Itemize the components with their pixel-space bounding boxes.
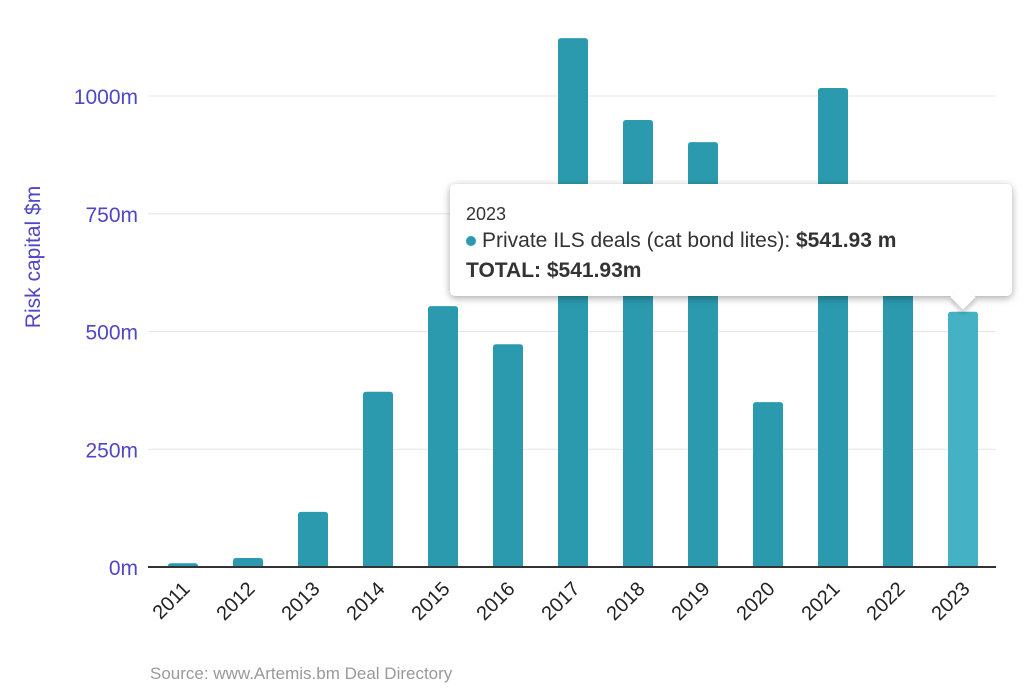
x-tick-label: 2014 [343, 578, 390, 625]
tooltip: 2023 Private ILS deals (cat bond lites):… [450, 184, 1012, 310]
x-tick-label: 2020 [733, 578, 780, 625]
x-tick-label: 2016 [473, 578, 520, 625]
bar-2014[interactable] [363, 391, 393, 567]
x-tick-label: 2017 [538, 578, 585, 625]
series-dot-icon [466, 236, 476, 247]
x-axis-ticks: 2011 2012 2013 2014 2015 2016 2017 2018 2019 2020… [149, 578, 975, 625]
x-tick-label: 2018 [603, 578, 650, 625]
x-tick-label: 2015 [408, 578, 455, 625]
bar-2012[interactable] [233, 558, 263, 567]
chart-credit[interactable]: Source: www.Artemis.bm Deal Directory [150, 664, 453, 683]
bar-2015[interactable] [428, 306, 458, 567]
y-tick-label: 0m [109, 557, 138, 580]
x-tick-label: 2021 [798, 578, 845, 625]
tooltip-series-row: Private ILS deals (cat bond lites): $541… [466, 226, 996, 256]
tooltip-series-value: $541.93 m [796, 229, 897, 252]
y-tick-label: 1000m [74, 86, 138, 109]
tooltip-header: 2023 [466, 204, 507, 224]
x-tick-label: 2023 [928, 578, 975, 625]
y-axis-label: Risk capital $m [22, 186, 45, 328]
bar-2017[interactable] [558, 38, 588, 567]
y-axis-ticks: 0m 250m 500m 750m 1000m [74, 86, 138, 580]
bar-2013[interactable] [298, 511, 328, 567]
tooltip-total: TOTAL: $541.93m [466, 259, 642, 282]
bar-2023[interactable] [948, 311, 978, 567]
bar-2022[interactable] [883, 237, 913, 568]
x-tick-label: 2011 [149, 578, 195, 624]
y-tick-label: 250m [85, 439, 138, 462]
tooltip-series-label: Private ILS deals (cat bond lites): [482, 229, 796, 252]
x-tick-label: 2012 [213, 578, 260, 625]
x-tick-label: 2013 [278, 578, 325, 625]
bars [168, 38, 978, 568]
y-tick-label: 750m [85, 204, 138, 227]
bar-2016[interactable] [493, 344, 523, 567]
x-tick-label: 2022 [863, 578, 910, 625]
x-tick-label: 2019 [668, 578, 715, 625]
bar-2020[interactable] [753, 402, 783, 567]
bar-2021[interactable] [818, 87, 848, 568]
y-tick-label: 500m [85, 322, 138, 345]
